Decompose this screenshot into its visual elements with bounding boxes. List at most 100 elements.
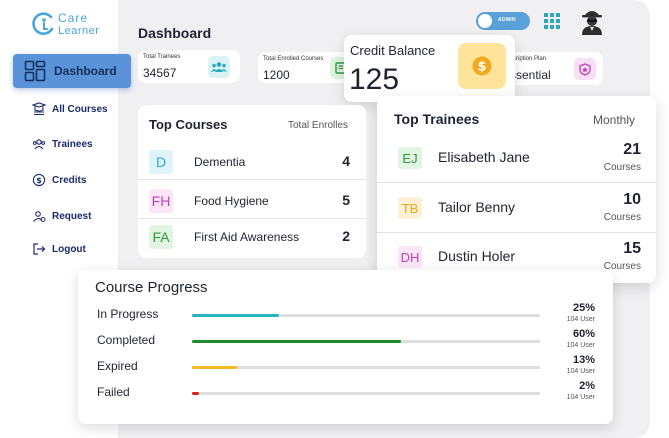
sidebar-item-credits[interactable]: $ Credits [32,173,86,187]
progress-fill [192,392,199,395]
sidebar-item-label: Trainees [52,138,93,150]
svg-text:$: $ [36,176,42,185]
period-selector[interactable]: Monthly [593,113,636,127]
progress-label: Expired [97,359,138,373]
page-title: Dashboard [138,25,212,41]
dashboard-icon [24,60,46,82]
stat-card-total-enrolled[interactable]: Total Enrolled Courses 1200 [258,52,354,83]
progress-row[interactable]: Expired 13% 104 User [78,354,613,381]
progress-users: 104 User [566,342,595,349]
progress-percent: 25% [572,302,595,314]
credit-label: Credit Balance [350,43,436,58]
course-badge: FA [149,225,173,249]
trainee-count: 10 [623,191,641,208]
sidebar-item-dashboard[interactable]: Dashboard [13,54,131,88]
progress-row[interactable]: In Progress 25% 104 User [78,302,613,329]
sidebar-item-logout[interactable]: Logout [32,242,86,256]
progress-users: 104 User [566,368,595,375]
courses-icon [32,102,46,116]
trainee-count-unit: Courses [603,212,641,223]
stat-card-subscription-plan[interactable]: scription Plan ssential [500,52,603,85]
trainee-row[interactable]: EJ Elisabeth Jane 21 Courses [377,133,656,183]
course-count: 4 [342,153,350,169]
progress-percent: 2% [579,380,595,392]
progress-fill [192,340,401,343]
trainee-count: 15 [623,240,641,257]
progress-label: In Progress [97,307,159,321]
apps-grid-icon[interactable] [544,13,560,29]
course-badge: D [149,150,173,174]
trainee-count: 21 [623,141,641,158]
stat-label: Total Enrolled Courses [263,56,324,62]
sidebar-item-label: All Courses [52,103,108,115]
brand-line1: Care [58,11,89,25]
course-progress-card: Course Progress In Progress 25% 104 User… [78,270,613,424]
progress-users: 104 User [566,316,595,323]
logo-icon [32,12,54,35]
trainee-row[interactable]: TB Tailor Benny 10 Courses [377,183,656,233]
top-courses-subtitle: Total Enrolles [288,120,349,131]
progress-track [192,366,540,369]
brand-logo[interactable]: Care Learner [32,10,112,42]
stat-label: scription Plan [510,56,547,62]
sidebar-item-label: Logout [52,243,86,255]
coin-icon: $ [458,43,506,89]
stat-label: Total Trainees [143,54,181,60]
stat-value: ssential [510,68,551,82]
progress-percent: 13% [572,354,595,366]
progress-row[interactable]: Failed 2% 104 User [78,380,613,407]
stat-value: 1200 [263,68,290,82]
users-icon [208,56,230,78]
course-badge: FH [149,189,173,213]
trainee-count-unit: Courses [603,162,641,173]
logout-icon [33,243,46,255]
course-row[interactable]: FA First Aid Awareness 2 [138,219,366,255]
course-row[interactable]: FH Food Hygiene 5 [138,183,366,219]
course-progress-title: Course Progress [95,279,208,296]
course-name: First Aid Awareness [194,230,300,244]
trainee-badge: DH [398,246,422,268]
sidebar-item-label: Dashboard [54,64,117,78]
progress-fill [192,314,279,317]
course-count: 5 [342,192,350,208]
credits-icon: $ [32,173,46,187]
top-trainees-card: Top Trainees Monthly EJ Elisabeth Jane 2… [377,96,656,283]
brand-name: Care Learner [58,12,99,38]
course-row[interactable]: D Dementia 4 [138,144,366,180]
progress-row[interactable]: Completed 60% 104 User [78,328,613,355]
progress-label: Completed [97,333,156,347]
stat-card-total-trainees[interactable]: Total Trainees 34567 [138,50,240,83]
course-name: Food Hygiene [194,194,269,208]
progress-track [192,340,540,343]
toggle-label: ADMIN [498,17,516,23]
sidebar-item-all-courses[interactable]: All Courses [32,102,108,116]
credit-balance-card[interactable]: Credit Balance 125 $ [344,35,515,102]
sidebar-item-trainees[interactable]: Trainees [32,137,93,151]
user-avatar-icon[interactable] [579,7,605,35]
progress-track [192,392,540,395]
credit-value: 125 [349,63,400,96]
toggle-knob [478,14,492,28]
progress-percent: 60% [572,328,595,340]
admin-toggle[interactable]: ADMIN [476,12,530,30]
top-courses-title: Top Courses [149,117,228,132]
brand-line2: Learner [58,25,100,37]
course-count: 2 [342,228,350,244]
progress-label: Failed [97,385,130,399]
svg-text:$: $ [477,60,486,75]
course-name: Dementia [194,155,246,169]
trainee-badge: TB [398,197,422,219]
sidebar-item-request[interactable]: Request [32,209,91,223]
trainee-name: Tailor Benny [438,199,516,215]
progress-fill [192,366,238,369]
sidebar-item-label: Credits [52,174,87,186]
stat-value: 34567 [143,66,177,80]
trainee-count-unit: Courses [603,261,641,272]
trainee-name: Elisabeth Jane [438,149,530,165]
top-trainees-title: Top Trainees [394,111,480,127]
top-courses-card: Top Courses Total Enrolles D Dementia 4 … [138,105,366,258]
trainee-badge: EJ [398,147,422,169]
trainee-row[interactable]: DH Dustin Holer 15 Courses [377,232,656,282]
progress-users: 104 User [566,394,595,401]
trainee-name: Dustin Holer [438,248,516,264]
